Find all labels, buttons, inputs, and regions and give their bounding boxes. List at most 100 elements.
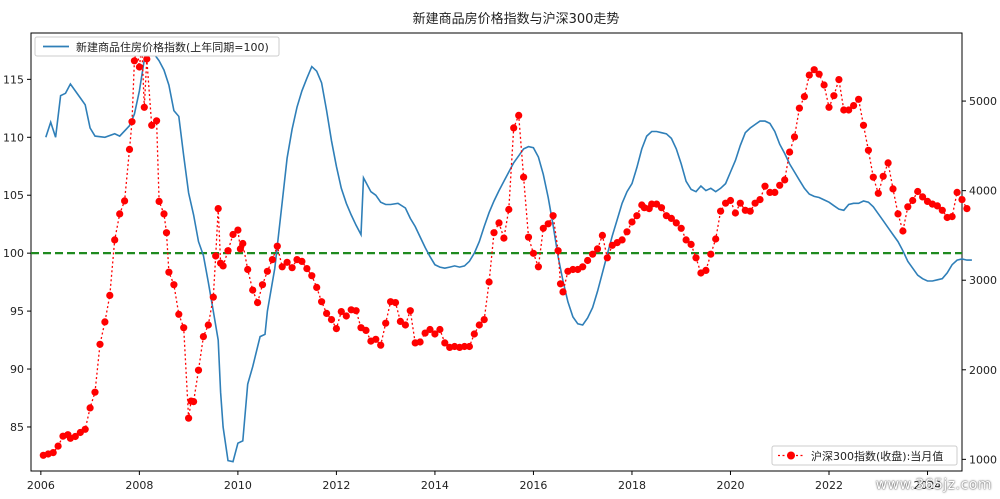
hs300-point (579, 263, 587, 271)
hs300-point (441, 339, 449, 347)
hs300-point (199, 333, 207, 341)
hs300-point (234, 226, 242, 234)
hs300-point (524, 233, 533, 241)
hs300-point (263, 267, 271, 275)
hs300-point (628, 218, 636, 226)
hs300-point (820, 81, 828, 89)
y-left-tick-label: 105 (3, 189, 24, 202)
hs300-point (845, 106, 853, 114)
hs300-point (130, 57, 138, 65)
plot-frame (30, 32, 963, 472)
hs300-point (190, 398, 198, 406)
hs300-point (426, 325, 434, 334)
hs300-point (148, 121, 156, 129)
hs300-point (106, 291, 114, 299)
hs300-point (657, 204, 666, 212)
hs300-point (889, 185, 897, 193)
hs300-point (372, 335, 380, 343)
x-tick-label: 2022 (815, 479, 843, 492)
hs300-point (692, 254, 700, 262)
hs300-point (180, 324, 188, 332)
hs300-point (362, 326, 370, 334)
hs300-point (406, 307, 414, 315)
hs300-point (938, 206, 946, 214)
hs300-point (229, 230, 237, 239)
hs300-point (731, 209, 740, 217)
hs300-point (54, 442, 62, 450)
hs300-point (899, 227, 907, 235)
y-right-tick-label: 2000 (969, 364, 997, 377)
hs300-point (209, 293, 217, 301)
hs300-point (958, 196, 966, 204)
watermark: www.365jz.com (875, 477, 992, 493)
hs300-point (746, 207, 754, 215)
hs300-point (155, 197, 163, 205)
hs300-point (790, 133, 799, 141)
hs300-point (480, 316, 488, 324)
hs300-point (874, 189, 882, 197)
hs300-point (224, 247, 232, 255)
chart-title: 新建商品房价格指数与沪深300走势 (413, 11, 620, 27)
hs300-point (510, 124, 518, 132)
hs300-point (776, 181, 784, 189)
hs300-point (539, 224, 547, 232)
hs300-point (603, 254, 611, 262)
x-tick-label: 2008 (125, 479, 153, 492)
legend-bottom: 沪深300指数(收盘):当月值 (771, 445, 958, 466)
hs300-line (43, 45, 968, 456)
x-tick-label: 2012 (322, 479, 350, 492)
hs300-point (244, 265, 252, 274)
hs300-point (894, 210, 902, 218)
hs300-point (500, 234, 508, 242)
hs300-point (556, 280, 565, 288)
legend-top: 新建商品住房价格指数(上年同期=100) (34, 36, 280, 57)
hs300-point (963, 205, 971, 213)
hs300-point (342, 312, 350, 320)
legend-bottom-marker (787, 451, 795, 460)
hs300-point (544, 220, 552, 228)
hs300-point (830, 92, 838, 100)
hs300-point (771, 188, 779, 196)
x-tick-label: 2014 (421, 479, 449, 492)
hs300-point (672, 219, 680, 227)
hs300-markers (39, 41, 971, 459)
hs300-point (273, 242, 281, 250)
y-right-tick-label: 5000 (969, 95, 997, 108)
hs300-point (111, 236, 119, 244)
hs300-point (633, 212, 641, 220)
hs300-point (116, 210, 124, 218)
hs300-point (470, 330, 478, 338)
hs300-point (194, 366, 203, 374)
hs300-point (554, 247, 562, 255)
legend-bottom-label: 沪深300指数(收盘):当月值 (811, 449, 943, 463)
hs300-point (687, 240, 695, 248)
hs300-point (756, 196, 764, 204)
hs300-point (162, 229, 171, 237)
hs300-point (382, 319, 390, 327)
x-tick-label: 2006 (27, 479, 55, 492)
hs300-point (584, 256, 592, 265)
hs300-point (682, 236, 690, 244)
hs300-point (933, 202, 942, 210)
hs300-point (953, 188, 961, 196)
hs300-point (712, 235, 720, 243)
hs300-point (884, 159, 892, 167)
y-left-tick-label: 85 (10, 421, 24, 434)
hs300-point (313, 283, 321, 291)
hs300-point (904, 203, 912, 211)
hs300-point (475, 321, 483, 329)
hs300-point (515, 111, 523, 119)
y-right-tick-label: 4000 (969, 185, 997, 198)
hs300-point (717, 207, 725, 215)
x-axis: 2006 2008 2010 2012 2014 2016 2018 2020 2022 2024 (27, 471, 942, 492)
hs300-point (278, 263, 286, 271)
hs300-point (212, 252, 220, 260)
hs300-point (914, 187, 922, 196)
hs300-point (71, 432, 79, 441)
hs300-point (485, 278, 493, 286)
hs300-point (707, 250, 715, 258)
y-left-tick-label: 110 (3, 131, 24, 144)
hs300-point (869, 173, 877, 181)
